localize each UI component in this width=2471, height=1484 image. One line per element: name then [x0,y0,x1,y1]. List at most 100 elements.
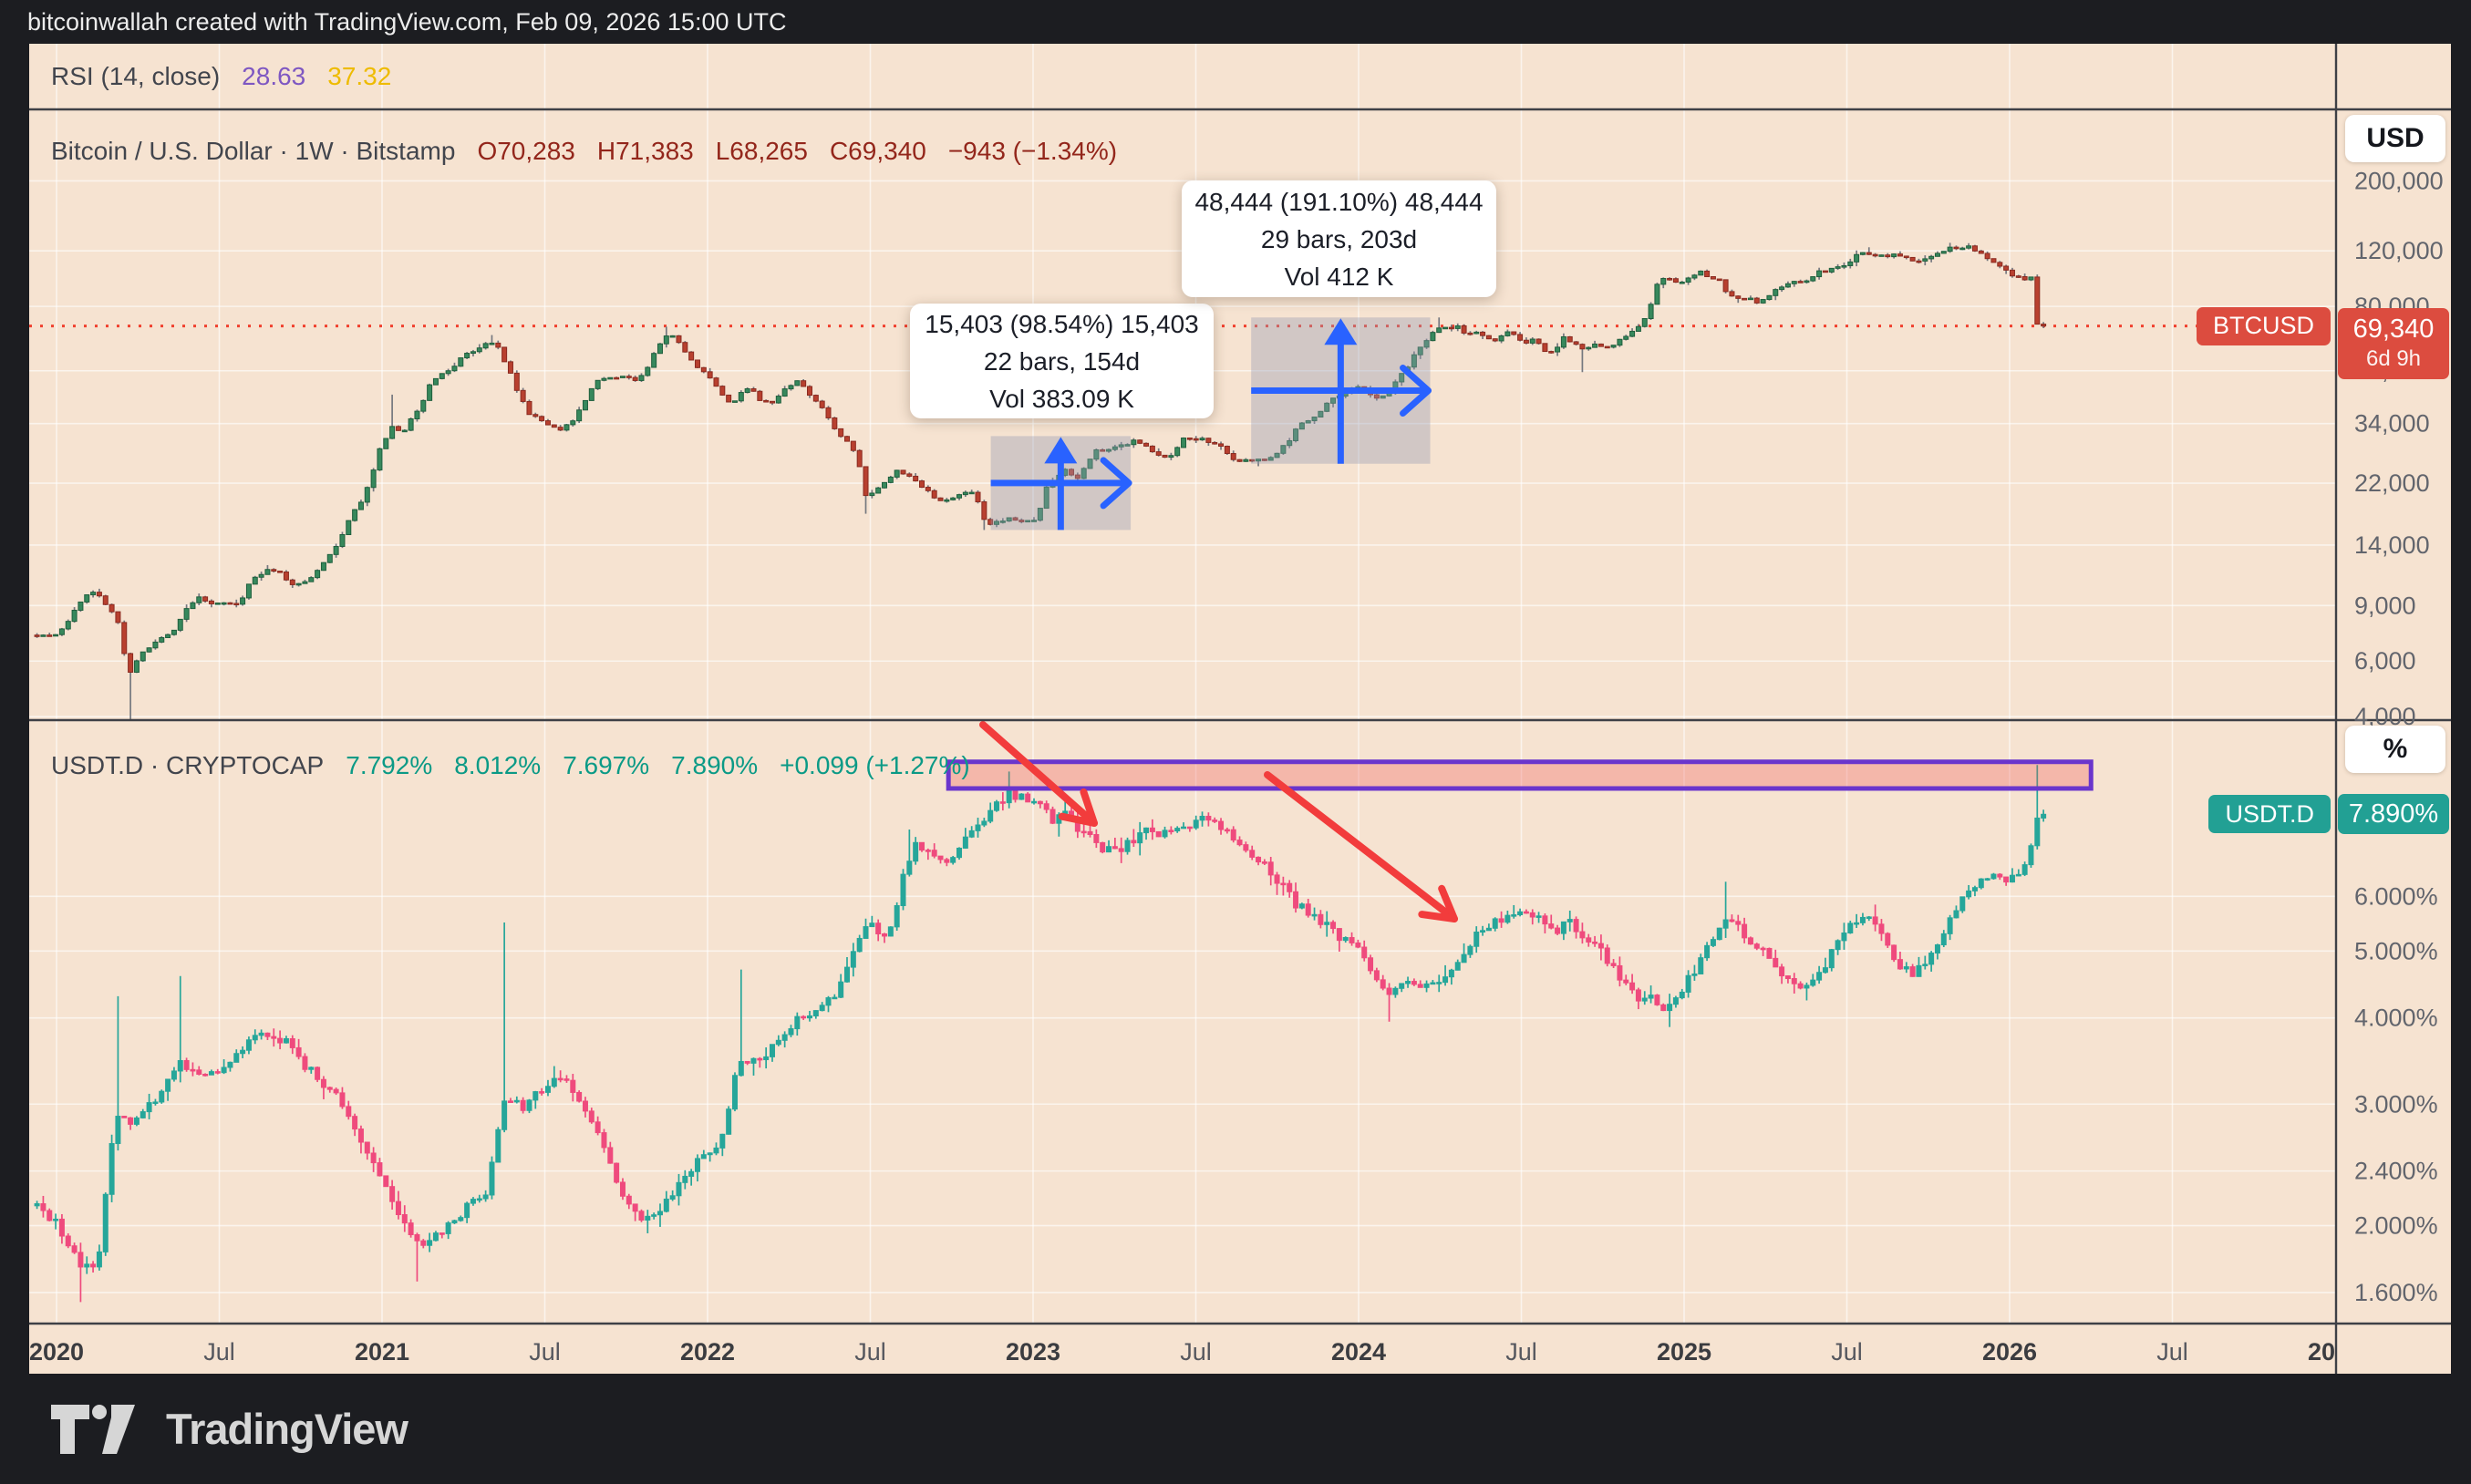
candle-body [1629,982,1636,991]
usdt-symbol-name[interactable]: USDT.D · CRYPTOCAP [51,751,325,779]
candle-body [825,407,832,418]
usdt-symbol-legend[interactable]: USDT.D · CRYPTOCAP 7.792% 8.012% 7.697% … [51,749,970,782]
candle-body [90,592,97,596]
candle-body [109,1143,115,1195]
btc-change-value: −943 (−1.34%) [947,137,1118,165]
tradingview-brand-text[interactable]: TradingView [166,1405,408,1453]
candle-body [1205,815,1212,821]
candle-body [1835,266,1841,269]
time-axis-label: 2027 [2308,1338,2362,1365]
currency-unit-button[interactable]: USD [2345,115,2445,162]
measure-tooltip-2-price: 48,444 (191.10%) 48,444 [1194,187,1484,216]
price-projection-tool-1[interactable] [990,436,1132,531]
candle-body [383,438,389,449]
percent-unit-button[interactable]: % [2345,726,2445,773]
time-axis-label: Jul [1180,1338,1212,1365]
trend-arrow-2[interactable] [1264,771,1458,922]
candle-body [1111,846,1118,850]
candle-body [1529,338,1535,344]
candle-body [1093,834,1100,843]
candle-body [1847,261,1854,266]
candle-body [819,1005,825,1012]
candle-body [769,400,775,404]
candle-body [513,1099,520,1103]
candle-body [1742,297,1748,301]
candle-body [1037,800,1043,805]
candle-body [1261,861,1267,864]
rsi-legend[interactable]: RSI (14, close) 28.63 37.32 [51,60,391,93]
candle-body [532,1091,539,1101]
candle-body [177,1059,183,1072]
candle-body [744,388,750,394]
candle-body [1442,976,1449,984]
resistance-zone-rectangle[interactable] [946,759,2094,791]
candle-body [183,1059,190,1070]
candle-body [1504,914,1511,923]
candle-body [956,847,963,859]
candle-body [1604,947,1610,964]
candle-body [968,830,975,838]
candle-body [614,376,620,380]
candle-body [676,335,682,344]
candle-body [1411,354,1417,368]
candle-body [165,634,171,639]
candle-body [489,342,495,345]
price-projection-tool-2[interactable] [1251,317,1432,464]
candle-body [1542,343,1548,353]
candle-body [1236,459,1243,462]
candle-body [208,1071,214,1076]
candle-body [339,534,346,547]
candle-body [240,1049,246,1055]
candle-body [84,1263,90,1268]
candle-body [1866,252,1872,255]
candle-body [1766,294,1773,301]
candle-body [1336,928,1342,942]
candle-body [252,1035,258,1041]
btc-symbol-name[interactable]: Bitcoin / U.S. Dollar · 1W · Bitstamp [51,137,456,165]
candle-body [1903,255,1909,259]
time-axis[interactable]: 2020 Jul 2021 Jul 2022 Jul 2023 Jul 2024 Jul 2025 J… [29,1338,2362,1365]
candle-body [582,399,588,411]
candle-body [289,579,295,585]
candle-body [1953,246,1959,250]
candle-body [370,469,377,489]
candle-body [414,1234,420,1242]
candle-body [900,873,906,907]
price-axis[interactable]: 200,000120,00080,00050,00034,00022,00014… [2354,167,2444,1305]
candle-body [1155,830,1162,838]
candle-body [1878,254,1885,257]
candle-body [1841,264,1847,268]
candle-body [102,1193,109,1252]
btc-symbol-legend[interactable]: Bitcoin / U.S. Dollar · 1W · Bitstamp O7… [51,135,1117,168]
trend-arrow-1[interactable] [979,721,1098,827]
candle-body [968,491,975,495]
candle-body [526,1099,532,1111]
candle-body [913,841,919,862]
candle-body [1698,270,1704,276]
candle-body [838,428,844,438]
candle-body [645,366,651,376]
candle-body [576,1091,583,1102]
rsi-indicator-name[interactable]: RSI (14, close) [51,62,221,90]
candle-body [1934,944,1940,954]
candle-body [1181,826,1187,830]
candle-body [1691,973,1698,976]
candle-body [501,1100,508,1130]
candle-body [1891,253,1897,258]
candle-body [439,373,445,379]
candle-body [1660,277,1667,285]
candle-body [682,1175,688,1183]
candle-body [594,1121,601,1134]
candle-body [1928,255,1935,260]
candle-body [1087,830,1093,836]
candle-body [1592,343,1598,348]
candle-body [357,501,364,510]
candle-body [1716,278,1722,282]
tradingview-logo-icon[interactable] [51,1404,135,1454]
candle-body [71,609,78,623]
candle-body [401,1214,408,1224]
candle-body [102,595,109,605]
candle-body [346,520,352,536]
candle-body [1710,939,1716,946]
